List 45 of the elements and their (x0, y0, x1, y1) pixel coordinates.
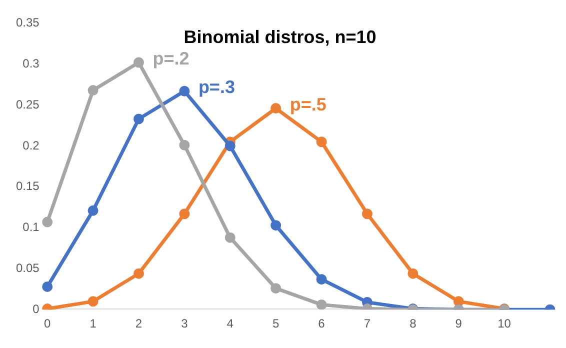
point (316, 299, 327, 310)
point (42, 281, 53, 292)
point (133, 57, 144, 68)
y-tick-label: 0.15 (16, 179, 40, 194)
point (453, 296, 464, 307)
point (179, 208, 190, 220)
point (42, 216, 53, 228)
point (270, 220, 282, 231)
x-tick-label: 9 (455, 316, 462, 331)
y-tick-label: 0.3 (22, 56, 40, 70)
point (362, 208, 372, 220)
point (88, 205, 98, 216)
point (224, 140, 236, 152)
x-tick-label: 8 (410, 316, 417, 331)
x-tick-label: 1 (90, 316, 97, 331)
y-tick-label: 0.2 (22, 138, 40, 152)
point (179, 86, 190, 96)
series-label: p=.3 (198, 77, 235, 98)
x-tick-label: 2 (135, 316, 142, 331)
point (270, 283, 282, 294)
point (408, 268, 418, 279)
point (88, 296, 98, 307)
point (316, 136, 327, 148)
chart-title: Binomial distros, n=10 (184, 26, 376, 47)
x-tick-label: 4 (226, 316, 234, 331)
x-tick-label: 6 (318, 316, 326, 331)
x-tick-label: 10 (498, 316, 512, 331)
point (179, 140, 190, 150)
y-tick-label: 0.05 (16, 261, 40, 275)
point (133, 268, 144, 279)
y-tick-label: 0.35 (16, 16, 40, 30)
point (316, 274, 327, 285)
point (133, 114, 144, 124)
series-label: p=.5 (290, 94, 326, 114)
series-label: p=.2 (152, 48, 190, 68)
x-tick-label: 5 (272, 316, 280, 331)
x-tick-label: 0 (44, 316, 52, 331)
x-tick-label: 7 (364, 316, 371, 331)
y-tick-label: 0 (32, 302, 40, 316)
point (270, 103, 282, 114)
y-tick-label: 0.1 (22, 220, 40, 234)
x-tick-label: 3 (181, 316, 188, 331)
point (224, 232, 236, 243)
point (88, 85, 98, 96)
y-tick-label: 0.25 (16, 97, 40, 112)
